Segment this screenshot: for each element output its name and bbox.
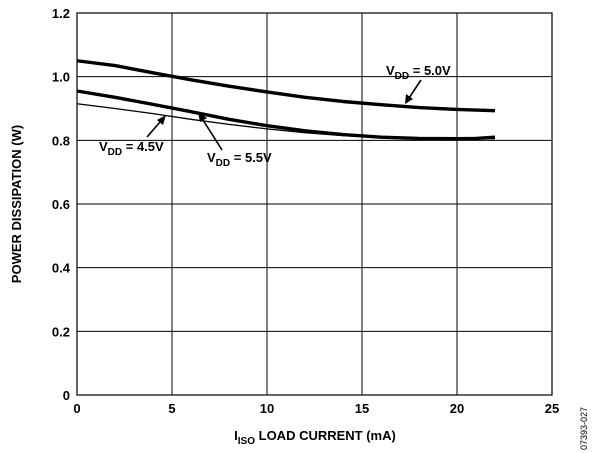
label-vdd-5v0-rest: = 5.0V: [409, 63, 451, 78]
arrow-vdd-4v5: [146, 115, 166, 138]
label-vdd-5v5-main: V: [207, 150, 216, 165]
x-axis-title-main: I: [234, 428, 238, 443]
x-tick-label: 20: [450, 401, 464, 416]
label-vdd-4v5-main: V: [99, 139, 108, 154]
y-tick-label: 1.0: [52, 70, 70, 85]
y-tick-label: 0.2: [52, 324, 70, 339]
x-tick-label: 5: [168, 401, 175, 416]
x-tick-label: 25: [545, 401, 559, 416]
label-vdd-4v5-sub: DD: [108, 147, 122, 158]
label-vdd-5v5-sub: DD: [216, 158, 230, 169]
y-tick-label: 1.2: [52, 6, 70, 21]
label-vdd-5v0: VDD = 5.0V: [386, 63, 451, 82]
figure-id: 07393-027: [579, 407, 589, 450]
x-tick-labels: 0 5 10 15 20 25: [73, 401, 559, 416]
label-vdd-5v5-rest: = 5.5V: [230, 150, 272, 165]
x-tick-label: 10: [260, 401, 274, 416]
series-line-vdd-4v5: [76, 103, 495, 140]
label-vdd-5v5: VDD = 5.5V: [207, 150, 272, 169]
series-layer: [76, 59, 496, 141]
x-axis-title-rest: LOAD CURRENT (mA): [255, 428, 396, 443]
label-vdd-5v0-main: V: [386, 63, 395, 78]
y-tick-label: 0.4: [52, 261, 71, 276]
y-tick-label: 0: [63, 388, 70, 403]
label-vdd-4v5-rest: = 4.5V: [122, 139, 164, 154]
x-tick-label: 0: [73, 401, 80, 416]
y-tick-label: 0.6: [52, 197, 70, 212]
arrow-vdd-5v0: [405, 79, 422, 104]
label-vdd-4v5: VDD = 4.5V: [99, 139, 164, 158]
x-axis-title: IISO LOAD CURRENT (mA): [234, 428, 396, 447]
plot-frame: [76, 12, 553, 396]
x-axis-title-sub: ISO: [238, 436, 255, 447]
arrow-vdd-5v5: [198, 112, 223, 151]
y-tick-labels: 0 0.2 0.4 0.6 0.8 1.0 1.2: [52, 6, 71, 403]
y-tick-label: 0.8: [52, 133, 70, 148]
series-line-vdd-5v5: [76, 89, 496, 141]
label-vdd-5v0-sub: DD: [395, 71, 409, 82]
x-tick-label: 15: [355, 401, 369, 416]
y-axis-title: POWER DISSIPATION (W): [9, 125, 24, 283]
series-line-vdd-5v0: [76, 59, 496, 113]
